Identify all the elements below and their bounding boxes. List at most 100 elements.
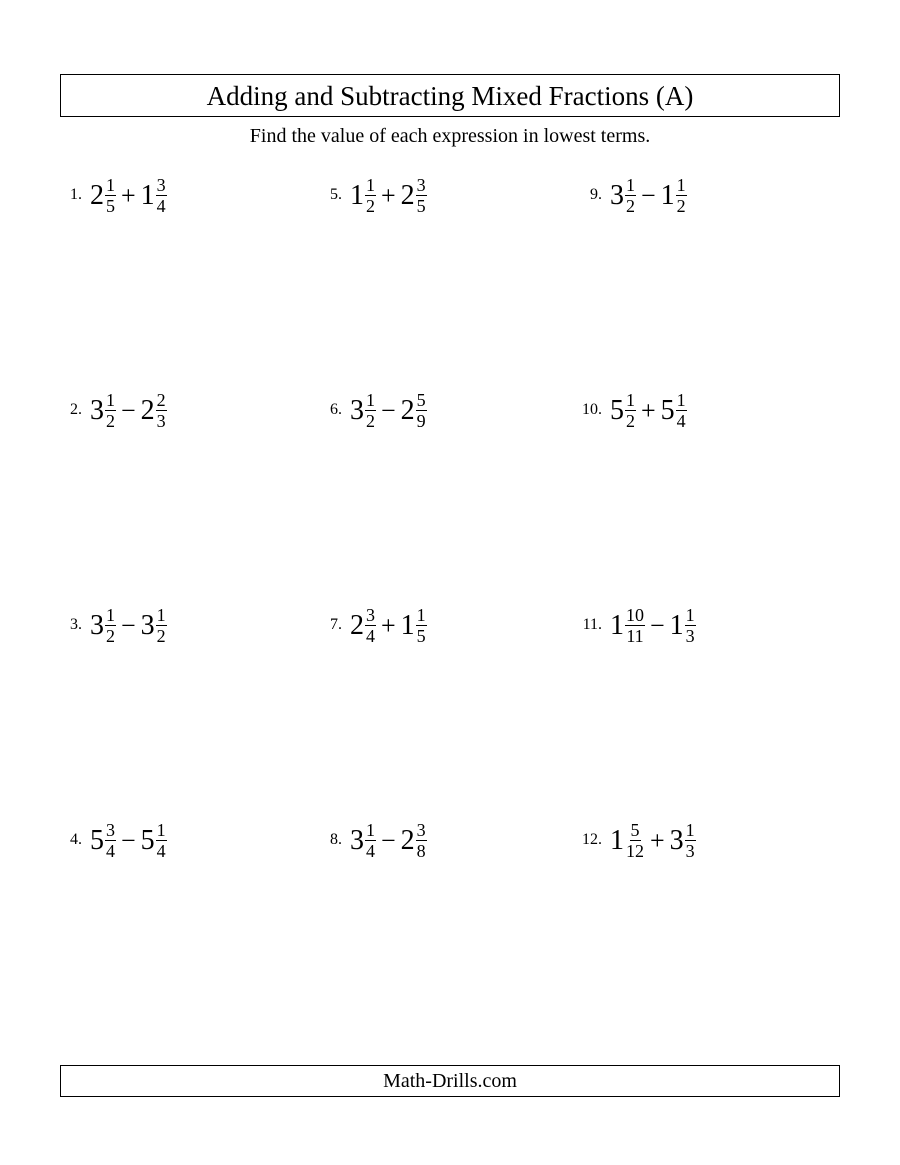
mixed-fraction: 215 (90, 176, 116, 215)
mixed-fraction: 512 (610, 391, 636, 430)
denominator: 4 (365, 841, 376, 860)
mixed-fraction: 112 (661, 176, 687, 215)
whole-part: 5 (610, 397, 625, 425)
mixed-fraction: 312 (141, 606, 167, 645)
fraction-part: 12 (625, 391, 636, 430)
denominator: 2 (105, 411, 116, 430)
expression: 112+235 (350, 176, 427, 215)
expression: 312−223 (90, 391, 167, 430)
problem-number: 5. (320, 176, 342, 204)
fraction-part: 14 (365, 821, 376, 860)
denominator: 4 (156, 196, 167, 215)
operator: − (645, 613, 670, 639)
operator: + (376, 183, 401, 209)
mixed-fraction: 115 (401, 606, 427, 645)
denominator: 3 (685, 626, 696, 645)
denominator: 11 (625, 626, 644, 645)
whole-part: 1 (610, 612, 625, 640)
problem-number: 3. (60, 606, 82, 634)
mixed-fraction: 312 (90, 391, 116, 430)
fraction-part: 13 (685, 821, 696, 860)
expression: 312−259 (350, 391, 427, 430)
mixed-fraction: 312 (90, 606, 116, 645)
operator: − (636, 183, 661, 209)
denominator: 9 (416, 411, 427, 430)
problem: 8.314−238 (320, 821, 580, 1036)
numerator: 1 (625, 391, 636, 411)
mixed-fraction: 534 (90, 821, 116, 860)
expression: 312−312 (90, 606, 167, 645)
operator: − (376, 398, 401, 424)
problem: 10.512+514 (580, 391, 840, 606)
fraction-part: 13 (685, 606, 696, 645)
problem: 1. 215+134 (60, 176, 320, 391)
expression: 215+134 (90, 176, 167, 215)
mixed-fraction: 312 (610, 176, 636, 215)
fraction-part: 12 (365, 391, 376, 430)
denominator: 5 (416, 196, 427, 215)
expression: 234+115 (350, 606, 427, 645)
denominator: 5 (416, 626, 427, 645)
numerator: 3 (105, 821, 116, 841)
numerator: 1 (365, 391, 376, 411)
problem-number: 8. (320, 821, 342, 849)
whole-part: 5 (90, 827, 105, 855)
expression: 534−514 (90, 821, 167, 860)
problem-number: 7. (320, 606, 342, 634)
whole-part: 1 (670, 612, 685, 640)
fraction-part: 34 (105, 821, 116, 860)
fraction-part: 34 (156, 176, 167, 215)
fraction-part: 38 (416, 821, 427, 860)
fraction-part: 14 (676, 391, 687, 430)
page-title: Adding and Subtracting Mixed Fractions (… (60, 74, 840, 117)
mixed-fraction: 312 (350, 391, 376, 430)
fraction-part: 12 (105, 606, 116, 645)
denominator: 3 (685, 841, 696, 860)
numerator: 3 (416, 821, 427, 841)
problem: 2.312−223 (60, 391, 320, 606)
problem-number: 9. (580, 176, 602, 204)
mixed-fraction: 514 (661, 391, 687, 430)
operator: − (116, 828, 141, 854)
problem: 7. 234+115 (320, 606, 580, 821)
numerator: 3 (365, 606, 376, 626)
denominator: 2 (625, 196, 636, 215)
mixed-fraction: 234 (350, 606, 376, 645)
mixed-fraction: 113 (670, 606, 696, 645)
mixed-fraction: 238 (401, 821, 427, 860)
fraction-part: 512 (625, 821, 645, 860)
problem-number: 1. (60, 176, 82, 204)
mixed-fraction: 11011 (610, 606, 645, 645)
fraction-part: 35 (416, 176, 427, 215)
fraction-part: 12 (105, 391, 116, 430)
numerator: 2 (156, 391, 167, 411)
problem-number: 12. (580, 821, 602, 849)
mixed-fraction: 259 (401, 391, 427, 430)
mixed-fraction: 313 (670, 821, 696, 860)
operator: − (116, 613, 141, 639)
whole-part: 2 (90, 182, 105, 210)
problem: 11.11011−113 (580, 606, 840, 821)
whole-part: 5 (141, 827, 156, 855)
denominator: 2 (365, 196, 376, 215)
numerator: 1 (156, 821, 167, 841)
operator: − (116, 398, 141, 424)
whole-part: 3 (610, 182, 625, 210)
numerator: 10 (625, 606, 645, 626)
fraction-part: 12 (676, 176, 687, 215)
denominator: 5 (105, 196, 116, 215)
instructions-text: Find the value of each expression in low… (60, 125, 840, 148)
mixed-fraction: 223 (141, 391, 167, 430)
whole-part: 2 (350, 612, 365, 640)
problem-number: 6. (320, 391, 342, 419)
problem: 4.534−514 (60, 821, 320, 1036)
numerator: 1 (625, 176, 636, 196)
whole-part: 1 (661, 182, 676, 210)
whole-part: 3 (141, 612, 156, 640)
expression: 11011−113 (610, 606, 696, 645)
denominator: 2 (676, 196, 687, 215)
denominator: 12 (625, 841, 645, 860)
operator: + (116, 183, 141, 209)
denominator: 4 (156, 841, 167, 860)
whole-part: 2 (141, 397, 156, 425)
